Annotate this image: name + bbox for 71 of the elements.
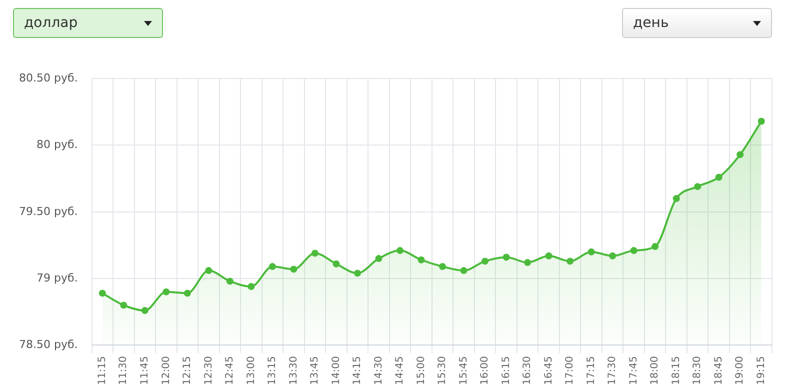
x-tick-label: 12:15 [182,356,194,386]
x-tick-label: 16:45 [543,356,554,386]
point [290,266,298,273]
point [375,255,382,262]
x-tick-label: 15:45 [458,356,470,386]
x-tick-label: 14:30 [373,356,384,386]
point [524,259,532,266]
x-tick-label: 17:45 [628,356,640,386]
point [268,263,276,270]
point [630,247,638,254]
point [418,256,425,264]
point [332,260,340,268]
point [141,307,148,314]
x-tick-label: 17:15 [586,356,597,386]
x-tick-label: 13:45 [310,356,321,386]
dropdown: день [622,8,772,38]
point [396,247,404,254]
x-tick-label: 12:30 [203,356,214,386]
point [482,258,489,265]
point [439,263,446,270]
x-tick-label: 14:00 [330,356,342,386]
x-tick-label: 13:00 [246,356,257,386]
x-tick-label: 11:15 [96,356,108,386]
point [715,174,722,181]
x-tick-label: 13:15 [267,356,278,386]
x-tick-label: 13:30 [288,356,300,386]
point [672,195,680,202]
x-tick-label: 18:45 [713,356,724,386]
point [502,254,510,261]
point [545,252,552,260]
point [162,288,170,296]
x-tick-label: 17:00 [564,356,576,386]
x-tick-label: 18:15 [670,356,682,386]
y-tick-label: 79 руб. [36,271,78,284]
point [248,283,255,290]
point [758,118,765,125]
x-tick-label: 15:30 [437,356,448,386]
point [120,302,128,309]
x-tick-label: 12:00 [160,356,172,386]
x-tick-label: 12:45 [224,356,236,386]
y-tick-label: 79.50 руб. [18,204,78,218]
y-tick-label: 80.50 руб. [18,71,78,84]
dropdown: доллар [13,8,163,38]
x-tick-label: 14:45 [394,356,406,386]
point [588,248,595,256]
point [566,258,574,265]
x-tick-label: 17:30 [607,356,618,386]
y-tick-label: 80 руб. [36,138,78,152]
x-tick-label: 18:30 [692,356,704,386]
y-tick-label: 78.50 руб. [18,338,78,352]
x-tick-label: 18:00 [650,356,661,386]
point [652,243,659,250]
point [609,252,616,260]
point [694,183,702,190]
x-tick-label: 15:00 [416,356,427,386]
point [98,290,106,297]
x-tick-label: 14:15 [352,356,364,386]
point [184,290,191,297]
point [311,250,318,257]
point [460,267,468,274]
x-tick-label: 19:15 [756,356,767,386]
point [205,267,212,274]
x-tick-label: 16:00 [480,356,491,386]
x-tick-label: 16:30 [522,356,534,386]
point [354,270,361,277]
point [736,151,744,158]
x-tick-label: 16:15 [500,356,512,386]
x-tick-label: 11:30 [118,356,130,386]
x-tick-label: 19:00 [734,356,746,386]
point [226,278,234,285]
x-tick-label: 11:45 [139,356,150,386]
